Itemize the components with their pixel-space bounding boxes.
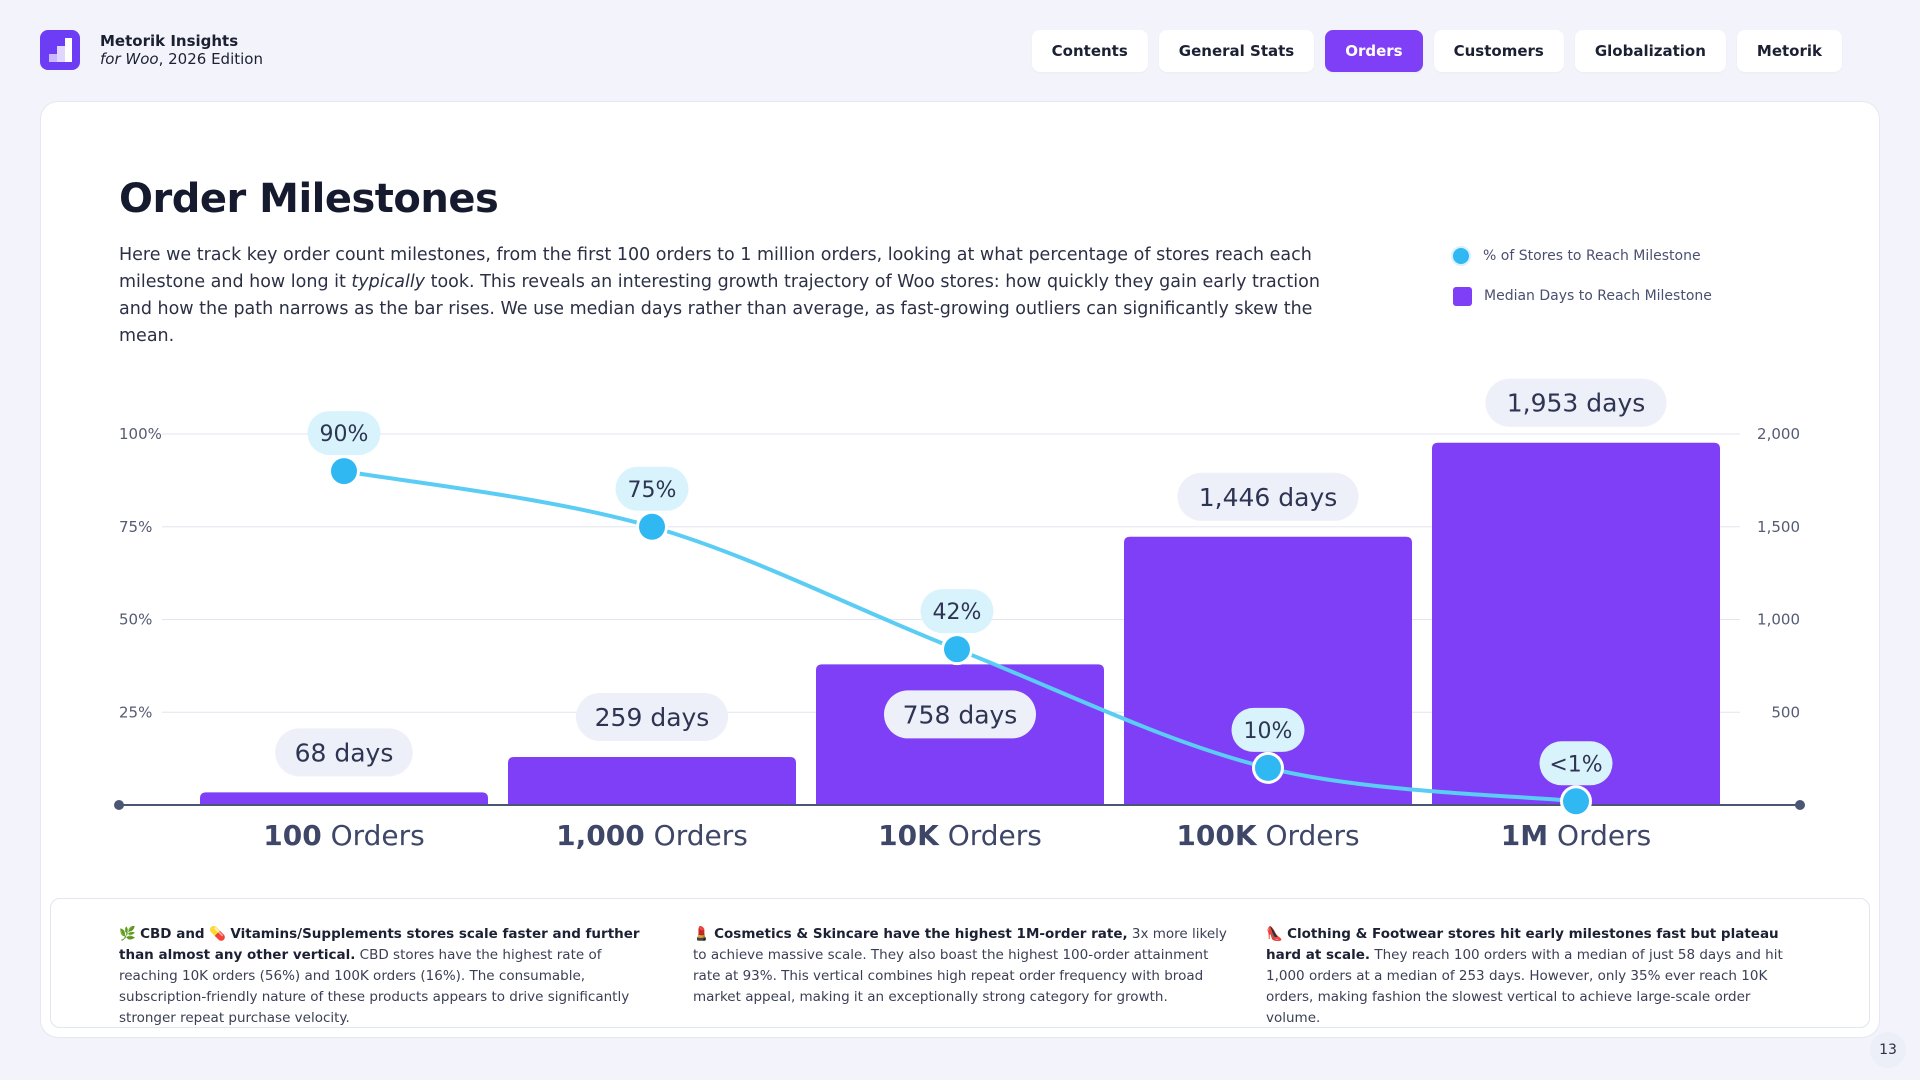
brand-subtitle: for Woo, 2026 Edition (100, 50, 263, 68)
bar (1124, 536, 1412, 805)
percent-label: <1% (1549, 752, 1602, 777)
percent-label: 10% (1244, 719, 1293, 744)
legend-item-percent: % of Stores to Reach Milestone (1451, 246, 1712, 266)
percent-label-pill (920, 589, 994, 634)
category-label: 1,000 Orders (556, 819, 748, 852)
legend-label-percent: % of Stores to Reach Milestone (1483, 248, 1701, 264)
days-label: 68 days (295, 738, 394, 767)
left-tick-label: 100% (119, 425, 162, 443)
percent-label: 90% (320, 422, 369, 447)
insight-cosmetics: 💄 Cosmetics & Skincare have the highest … (693, 926, 1227, 1005)
page-description: Here we track key order count milestones… (119, 245, 1320, 346)
days-label: 1,953 days (1507, 389, 1646, 418)
line-point (1563, 788, 1589, 815)
bar (508, 756, 796, 805)
metorik-logo-icon (40, 30, 80, 70)
right-tick-label: 500 (1771, 703, 1800, 721)
percent-label-pill (307, 411, 381, 456)
bar (1432, 442, 1720, 805)
legend-square-icon (1453, 286, 1472, 306)
nav-customers[interactable]: Customers (1433, 30, 1564, 72)
days-label-pill (884, 690, 1036, 739)
top-nav: Contents General Stats Orders Customers … (1031, 30, 1842, 72)
insight-cbd: 🌿 CBD and 💊 Vitamins/Supplements stores … (119, 926, 640, 1026)
axis-end-dot (1795, 800, 1805, 810)
percent-label-pill (1231, 707, 1305, 752)
line-point (331, 458, 357, 485)
days-label-pill (1485, 378, 1667, 427)
legend-label-days: Median Days to Reach Milestone (1484, 288, 1712, 304)
legend-item-days: Median Days to Reach Milestone (1453, 286, 1712, 306)
left-tick-label: 25% (119, 703, 152, 721)
line-point (639, 513, 665, 540)
nav-orders[interactable]: Orders (1325, 30, 1423, 72)
days-label-pill (1177, 472, 1359, 521)
days-label-pill (275, 728, 413, 777)
days-label: 1,446 days (1199, 483, 1338, 512)
left-tick-label: 50% (119, 611, 152, 629)
line-point (1255, 754, 1281, 781)
brand: Metorik Insights for Woo, 2026 Edition (40, 30, 263, 70)
days-label-pill (576, 692, 728, 741)
insight-clothing: 👠 Clothing & Footwear stores hit early m… (1266, 926, 1783, 1026)
days-label: 259 days (595, 703, 710, 732)
category-label: 100 Orders (263, 819, 425, 852)
right-tick-label: 1,000 (1757, 611, 1800, 629)
left-tick-label: 75% (119, 518, 152, 536)
line-point (944, 636, 970, 663)
percent-label-pill (1539, 741, 1613, 786)
nav-contents[interactable]: Contents (1031, 30, 1148, 72)
right-tick-label: 1,500 (1757, 518, 1800, 536)
order-milestones-chart: 25% 50% 75% 100% 500 1,000 1,500 2,000 100 Order… (114, 378, 1805, 852)
percent-label: 42% (933, 600, 982, 625)
category-label: 100K Orders (1176, 819, 1359, 852)
page-title: Order Milestones (119, 176, 499, 222)
nav-globalization[interactable]: Globalization (1574, 30, 1726, 72)
bar (200, 792, 488, 805)
nav-metorik[interactable]: Metorik (1736, 30, 1842, 72)
category-label: 10K Orders (878, 819, 1042, 852)
legend-dot-icon (1451, 246, 1471, 266)
percent-label-pill (615, 466, 689, 511)
chart-legend: % of Stores to Reach Milestone Median Da… (1451, 246, 1712, 326)
category-label: 1M Orders (1501, 819, 1651, 852)
brand-name: Metorik Insights (100, 32, 239, 50)
days-label: 758 days (903, 700, 1018, 729)
insights-panel (50, 898, 1870, 1028)
axis-end-dot (114, 800, 124, 810)
percent-label: 75% (628, 478, 677, 503)
right-tick-label: 2,000 (1757, 425, 1800, 443)
nav-general-stats[interactable]: General Stats (1158, 30, 1315, 72)
page-number: 13 (1870, 1032, 1906, 1068)
